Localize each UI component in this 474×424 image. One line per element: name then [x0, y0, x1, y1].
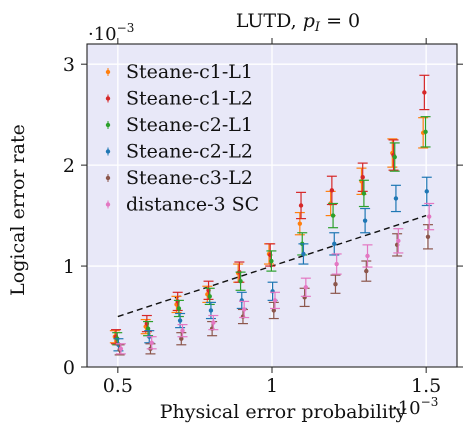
data-point — [145, 326, 151, 331]
legend-item: Steane-c3-L2 — [105, 167, 253, 189]
data-point — [362, 218, 368, 223]
legend-item: Steane-c1-L1 — [105, 61, 253, 83]
axes: 0.5 1 1.5 0 1 2 3 — [63, 38, 463, 397]
legend-label: Steane-c2-L1 — [126, 114, 253, 136]
data-point — [176, 306, 182, 311]
y-scale-base: ·10 — [88, 24, 117, 45]
data-point — [364, 268, 369, 274]
series-steane-c2-l2 — [113, 176, 432, 352]
data-point — [329, 188, 335, 193]
legend-label: Steane-c2-L2 — [126, 141, 253, 163]
data-point — [180, 328, 185, 333]
data-point — [423, 129, 428, 135]
legend: Steane-c1-L1 Steane-c1-L2 Steane-c2-L1 Stea… — [105, 61, 259, 216]
data-point — [298, 203, 304, 208]
data-point — [297, 221, 303, 226]
legend-item: Steane-c1-L2 — [105, 88, 253, 110]
y-scale-multiplier: ·10−3 — [88, 21, 134, 45]
x-tick-label: 1 — [266, 375, 278, 397]
series-distance-3-sc — [115, 202, 435, 355]
data-point — [330, 213, 336, 218]
x-scale-multiplier: ·10−3 — [392, 395, 438, 419]
y-tick-label: 2 — [63, 155, 75, 177]
legend-label: Steane-c3-L2 — [126, 167, 253, 189]
axes-frame — [86, 43, 458, 368]
series-layer — [109, 74, 435, 356]
x-scale-exp: −3 — [421, 395, 439, 409]
data-point — [365, 253, 370, 259]
data-point — [425, 234, 431, 239]
data-point — [208, 308, 214, 313]
legend-label: distance-3 SC — [126, 194, 259, 216]
x-tick-label: 1.5 — [411, 375, 441, 397]
data-point — [177, 318, 183, 323]
legend-item: Steane-c2-L1 — [105, 114, 253, 136]
chart-title-text: LUTD, — [236, 10, 303, 32]
data-point — [334, 261, 339, 267]
data-point — [272, 298, 278, 303]
data-point — [149, 340, 154, 345]
legend-item: distance-3 SC — [105, 194, 259, 216]
x-tick-label: 0.5 — [103, 375, 133, 397]
data-point — [426, 214, 432, 219]
data-point — [211, 320, 216, 325]
legend-label: Steane-c1-L2 — [126, 88, 253, 110]
data-point — [301, 251, 306, 257]
legend-label: Steane-c1-L1 — [126, 61, 253, 83]
data-point — [269, 258, 274, 264]
data-point — [179, 336, 184, 341]
x-scale-base: ·10 — [392, 398, 421, 419]
chart-title-sub: I — [314, 20, 321, 35]
data-point — [271, 308, 276, 313]
legend-item: Steane-c2-L2 — [105, 141, 253, 163]
data-point — [422, 90, 427, 95]
data-point — [361, 191, 367, 196]
y-tick-label: 0 — [63, 357, 75, 379]
data-point — [396, 238, 401, 244]
data-point — [207, 294, 212, 299]
chart-title-math: p — [303, 10, 315, 32]
data-point — [392, 154, 397, 160]
x-axis-label: Physical error probability — [160, 401, 407, 423]
y-tick-label: 1 — [63, 256, 75, 278]
y-scale-exp: −3 — [117, 21, 135, 35]
data-point — [332, 241, 337, 247]
chart-title: LUTD, pI = 0 — [236, 10, 360, 35]
data-point — [333, 282, 338, 287]
data-point — [393, 196, 399, 201]
y-axis-label: Logical error rate — [7, 124, 29, 296]
data-point — [241, 307, 247, 312]
data-point — [118, 346, 124, 352]
y-tick-label: 3 — [63, 54, 75, 76]
data-point — [424, 189, 429, 194]
data-point — [238, 279, 243, 284]
data-point — [303, 285, 309, 290]
data-point — [360, 175, 365, 180]
chart-title-rest: = 0 — [320, 10, 360, 32]
